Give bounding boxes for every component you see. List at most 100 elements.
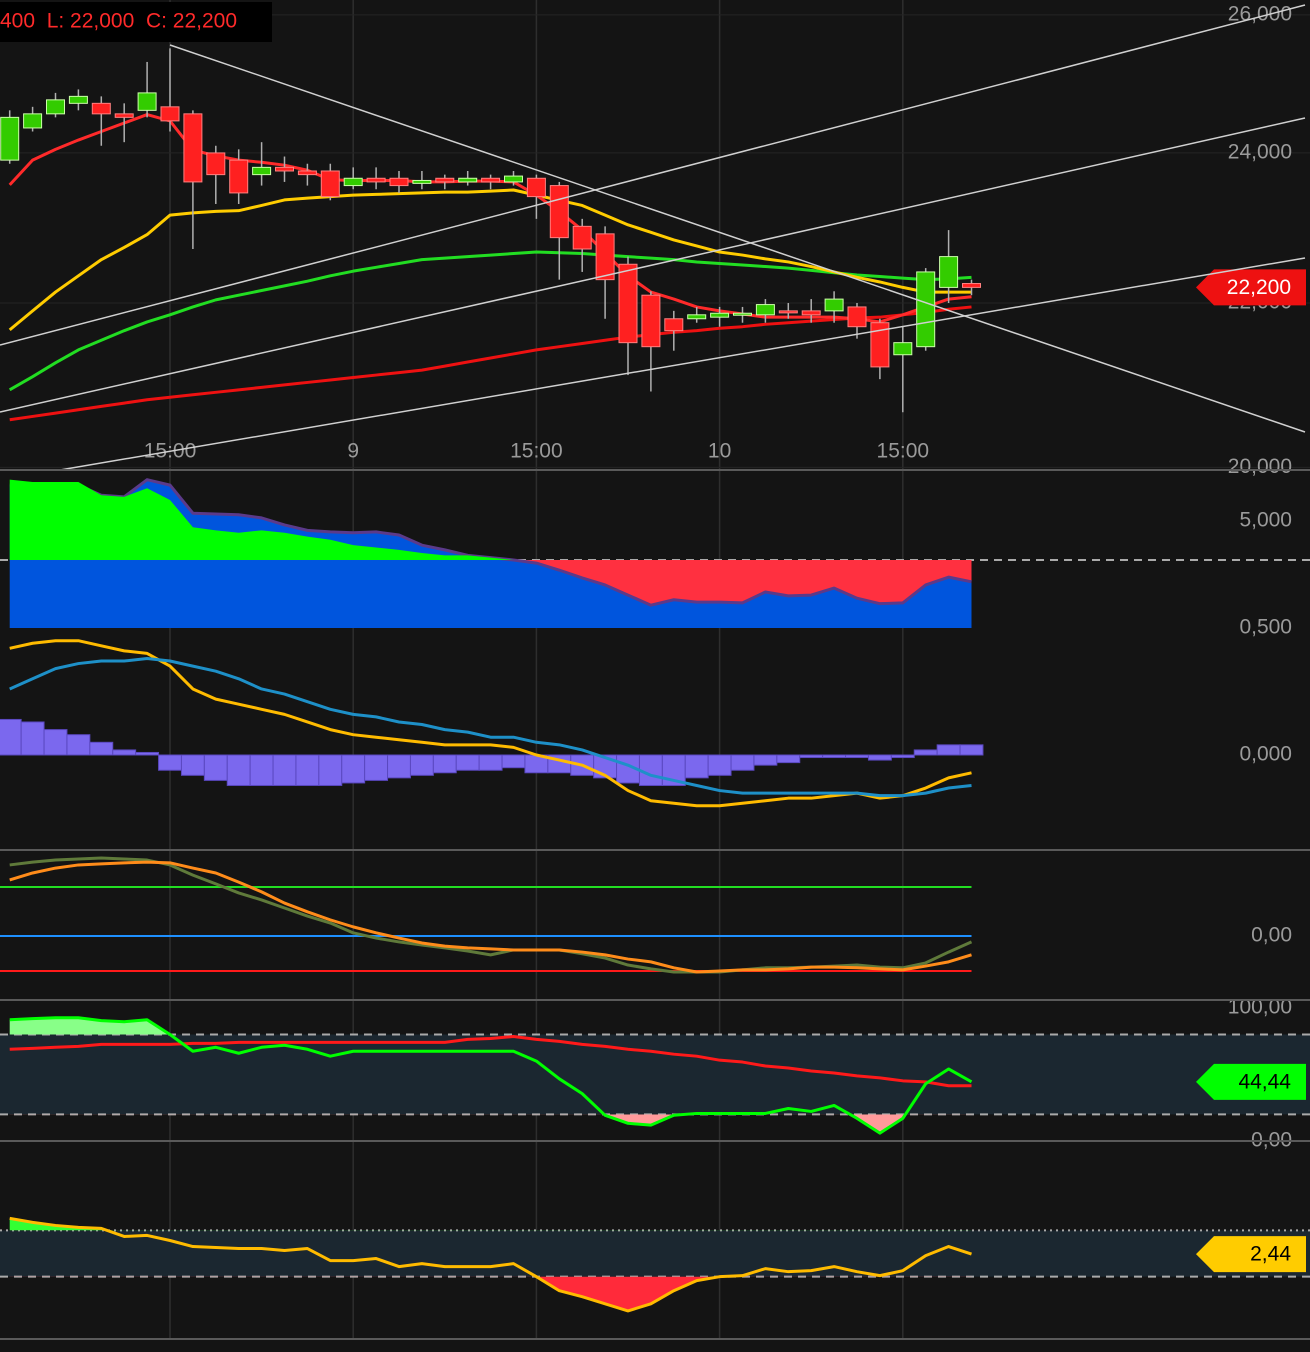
threshold-fill bbox=[9, 559, 972, 606]
candle-body bbox=[389, 177, 409, 187]
histogram-bar bbox=[203, 754, 228, 781]
candle-body bbox=[847, 306, 867, 328]
candle-body bbox=[412, 179, 432, 184]
candle-body bbox=[320, 170, 340, 198]
histogram-bar bbox=[707, 754, 732, 776]
series-line bbox=[9, 860, 972, 974]
price-badge-label: 44,44 bbox=[1238, 1070, 1291, 1093]
band bbox=[0, 1034, 1310, 1115]
axis: 5,000 bbox=[1239, 509, 1292, 532]
candle-body bbox=[549, 185, 569, 239]
panels: 20,00022,00024,00026,00015:00915:001015:… bbox=[0, 2, 1310, 1313]
histogram-bar bbox=[272, 754, 297, 786]
candle-body bbox=[572, 225, 592, 250]
candle-body bbox=[733, 312, 752, 316]
candle-body bbox=[46, 99, 65, 115]
axis: 20,00022,00024,00026,00015:00915:001015:… bbox=[144, 2, 1306, 478]
axis: 0,00 bbox=[1251, 924, 1292, 947]
candle-body bbox=[206, 152, 226, 176]
candle-body bbox=[641, 294, 661, 348]
trendline bbox=[59, 257, 1306, 470]
y-tick-label: 24,000 bbox=[1228, 140, 1292, 163]
candle-body bbox=[824, 298, 844, 312]
y-tick-label: 0,000 bbox=[1239, 743, 1292, 766]
panel bbox=[0, 478, 1310, 628]
histogram-bar bbox=[409, 754, 434, 776]
candle-body bbox=[755, 304, 775, 316]
histogram-bar bbox=[684, 754, 709, 779]
x-tick-label: 15:00 bbox=[510, 440, 563, 463]
histogram-bar bbox=[432, 754, 457, 774]
candle-body bbox=[229, 159, 249, 194]
band bbox=[0, 1230, 1310, 1277]
histogram-bar bbox=[135, 751, 160, 756]
histogram-bar bbox=[387, 754, 411, 779]
candle-body bbox=[962, 283, 981, 288]
threshold-fill bbox=[9, 1218, 108, 1231]
candle-body bbox=[595, 233, 615, 281]
candle-body bbox=[916, 271, 936, 348]
candle-body bbox=[778, 310, 798, 314]
candle-body bbox=[275, 166, 294, 172]
candle-body bbox=[183, 113, 203, 183]
candle-body bbox=[870, 322, 890, 368]
y-tick-label: 0,00 bbox=[1251, 924, 1292, 947]
histogram-bar bbox=[455, 754, 480, 771]
panel-separators bbox=[0, 469, 1310, 1340]
histogram-bar bbox=[0, 718, 22, 756]
candle-body bbox=[504, 175, 523, 183]
y-tick-label: 26,000 bbox=[1228, 2, 1292, 25]
axis: 0,000 0,500 bbox=[1239, 616, 1292, 766]
candle-body bbox=[137, 92, 157, 111]
candle-body bbox=[366, 177, 386, 183]
candle-body bbox=[687, 314, 707, 320]
series-line bbox=[9, 1216, 972, 1313]
histogram-bar bbox=[20, 721, 45, 756]
histogram-bar bbox=[318, 754, 343, 786]
axis: 2,44 bbox=[1196, 1236, 1306, 1273]
x-tick-label: 15:00 bbox=[877, 440, 930, 463]
candle-body bbox=[458, 177, 478, 183]
price-badge bbox=[1196, 1236, 1306, 1273]
time-grid bbox=[169, 0, 904, 1339]
histogram-bar bbox=[66, 734, 91, 756]
series-line bbox=[9, 656, 972, 798]
y-tick-label: 0,500 bbox=[1239, 616, 1292, 639]
series-line bbox=[8, 250, 972, 392]
histogram-bar bbox=[845, 754, 869, 759]
histogram-bar bbox=[158, 754, 182, 771]
histogram-bar bbox=[341, 754, 366, 784]
panel bbox=[0, 856, 973, 974]
histogram-bar bbox=[112, 749, 137, 756]
candle-body bbox=[68, 95, 88, 104]
threshold-fill bbox=[9, 1017, 972, 1035]
trendline bbox=[0, 4, 1306, 346]
candle-body bbox=[801, 310, 821, 316]
histogram-bar bbox=[730, 754, 755, 771]
histogram-bar bbox=[822, 754, 847, 759]
histogram-bar bbox=[753, 754, 778, 766]
candle-body bbox=[0, 116, 20, 161]
candle-body bbox=[114, 113, 134, 118]
histogram-bar bbox=[89, 741, 114, 756]
panel bbox=[0, 14, 1310, 468]
candle-body bbox=[91, 102, 111, 115]
panel bbox=[0, 1016, 1310, 1135]
candle-body bbox=[435, 177, 455, 183]
threshold-fill bbox=[9, 1114, 972, 1134]
trendline bbox=[0, 117, 1306, 413]
candle-body bbox=[664, 318, 684, 332]
histogram-bar bbox=[364, 754, 389, 781]
series-line bbox=[9, 639, 972, 808]
histogram-bar bbox=[43, 729, 68, 756]
trendline bbox=[169, 44, 1306, 433]
candle-body bbox=[23, 113, 43, 129]
histogram-bar bbox=[295, 754, 320, 786]
histogram-bar bbox=[936, 744, 961, 756]
series-line bbox=[9, 1034, 972, 1088]
candle-body bbox=[481, 177, 501, 183]
